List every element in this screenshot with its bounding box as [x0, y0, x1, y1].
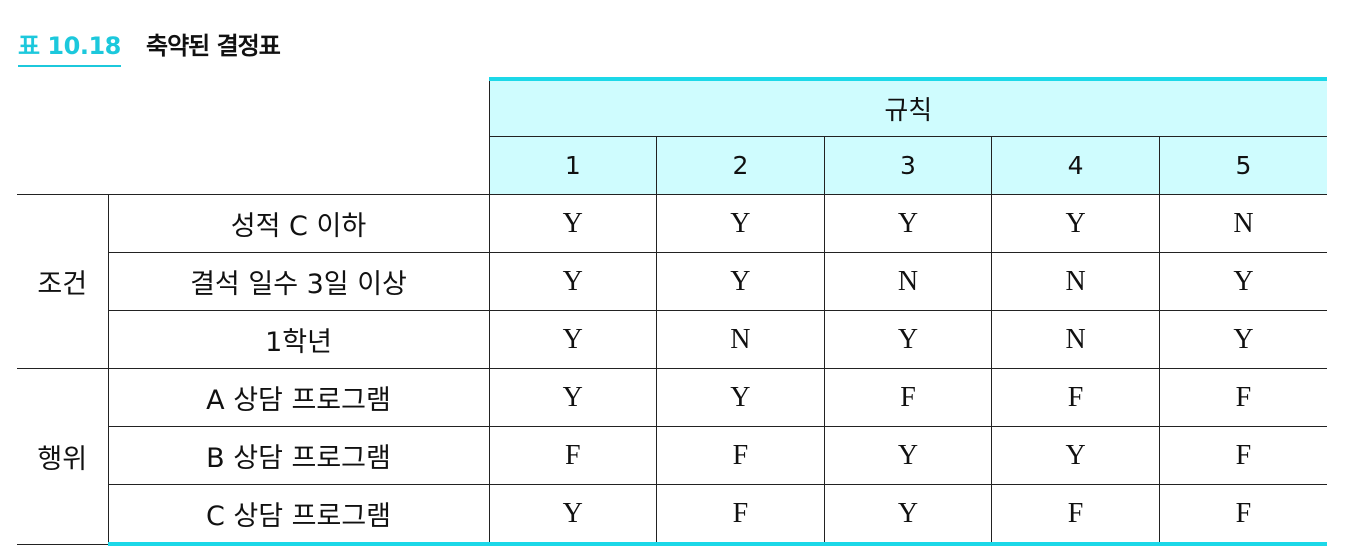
rule-value-cell: F — [1158, 484, 1328, 546]
row-label: 결석 일수 3일 이상 — [107, 252, 490, 311]
rule-value-cell: Y — [1158, 252, 1328, 311]
rule-number-1: 1 — [488, 136, 658, 195]
table-row: 행위 A 상담 프로그램 Y Y F F F — [17, 368, 1328, 545]
corner-cell — [17, 79, 489, 137]
rule-number-2: 2 — [656, 136, 825, 195]
row-label: 1학년 — [107, 310, 490, 369]
rule-value-cell: Y — [488, 194, 658, 253]
table-row: B 상담 프로그램 F F Y Y F — [17, 426, 1328, 485]
corner-cell — [17, 136, 489, 195]
rule-value-cell: Y — [488, 484, 658, 546]
group-label: 조건 — [17, 194, 109, 369]
row-label: A 상담 프로그램 — [107, 368, 490, 427]
rule-value-cell: Y — [488, 310, 658, 369]
rule-value-cell: N — [991, 310, 1160, 369]
table-row: C 상담 프로그램 Y F Y F F — [17, 484, 1328, 546]
rule-value-cell: Y — [656, 252, 825, 311]
rules-header: 규칙 — [488, 77, 1328, 137]
rule-value-cell: F — [823, 368, 993, 427]
rule-value-cell: F — [656, 426, 825, 485]
rule-value-cell: Y — [991, 426, 1160, 485]
rule-value-cell: N — [656, 310, 825, 369]
rule-value-cell: Y — [823, 426, 993, 485]
rule-value-cell: Y — [488, 252, 658, 311]
rule-value-cell: Y — [823, 484, 993, 546]
rule-value-cell: F — [488, 426, 658, 485]
rule-number-5: 5 — [1158, 136, 1328, 195]
row-label: 성적 C 이하 — [107, 194, 490, 253]
rule-value-cell: N — [991, 252, 1160, 311]
rule-value-cell: Y — [1158, 310, 1328, 369]
rule-value-cell: Y — [991, 194, 1160, 253]
rule-value-cell: N — [1158, 194, 1328, 253]
rule-value-cell: Y — [488, 368, 658, 427]
rule-value-cell: F — [991, 484, 1160, 546]
rule-value-cell: F — [1158, 426, 1328, 485]
rule-number-3: 3 — [823, 136, 993, 195]
rule-value-cell: Y — [823, 310, 993, 369]
group-label: 행위 — [17, 368, 109, 545]
row-label: B 상담 프로그램 — [107, 426, 490, 485]
rule-value-cell: F — [1158, 368, 1328, 427]
rule-value-cell: F — [991, 368, 1160, 427]
table-row: 결석 일수 3일 이상 Y Y N N Y — [17, 252, 1328, 311]
table-number: 표 10.18 — [18, 26, 121, 67]
rule-value-cell: Y — [656, 368, 825, 427]
rule-value-cell: F — [656, 484, 825, 546]
table-row: 1학년 Y N Y N Y — [17, 310, 1328, 369]
table-row: 조건 성적 C 이하 Y Y Y Y N — [17, 194, 1328, 369]
rule-value-cell: Y — [656, 194, 825, 253]
row-label: C 상담 프로그램 — [107, 484, 490, 546]
rule-number-4: 4 — [991, 136, 1160, 195]
rule-value-cell: N — [823, 252, 993, 311]
table-title: 축약된 결정표 — [146, 32, 281, 60]
rule-value-cell: Y — [823, 194, 993, 253]
